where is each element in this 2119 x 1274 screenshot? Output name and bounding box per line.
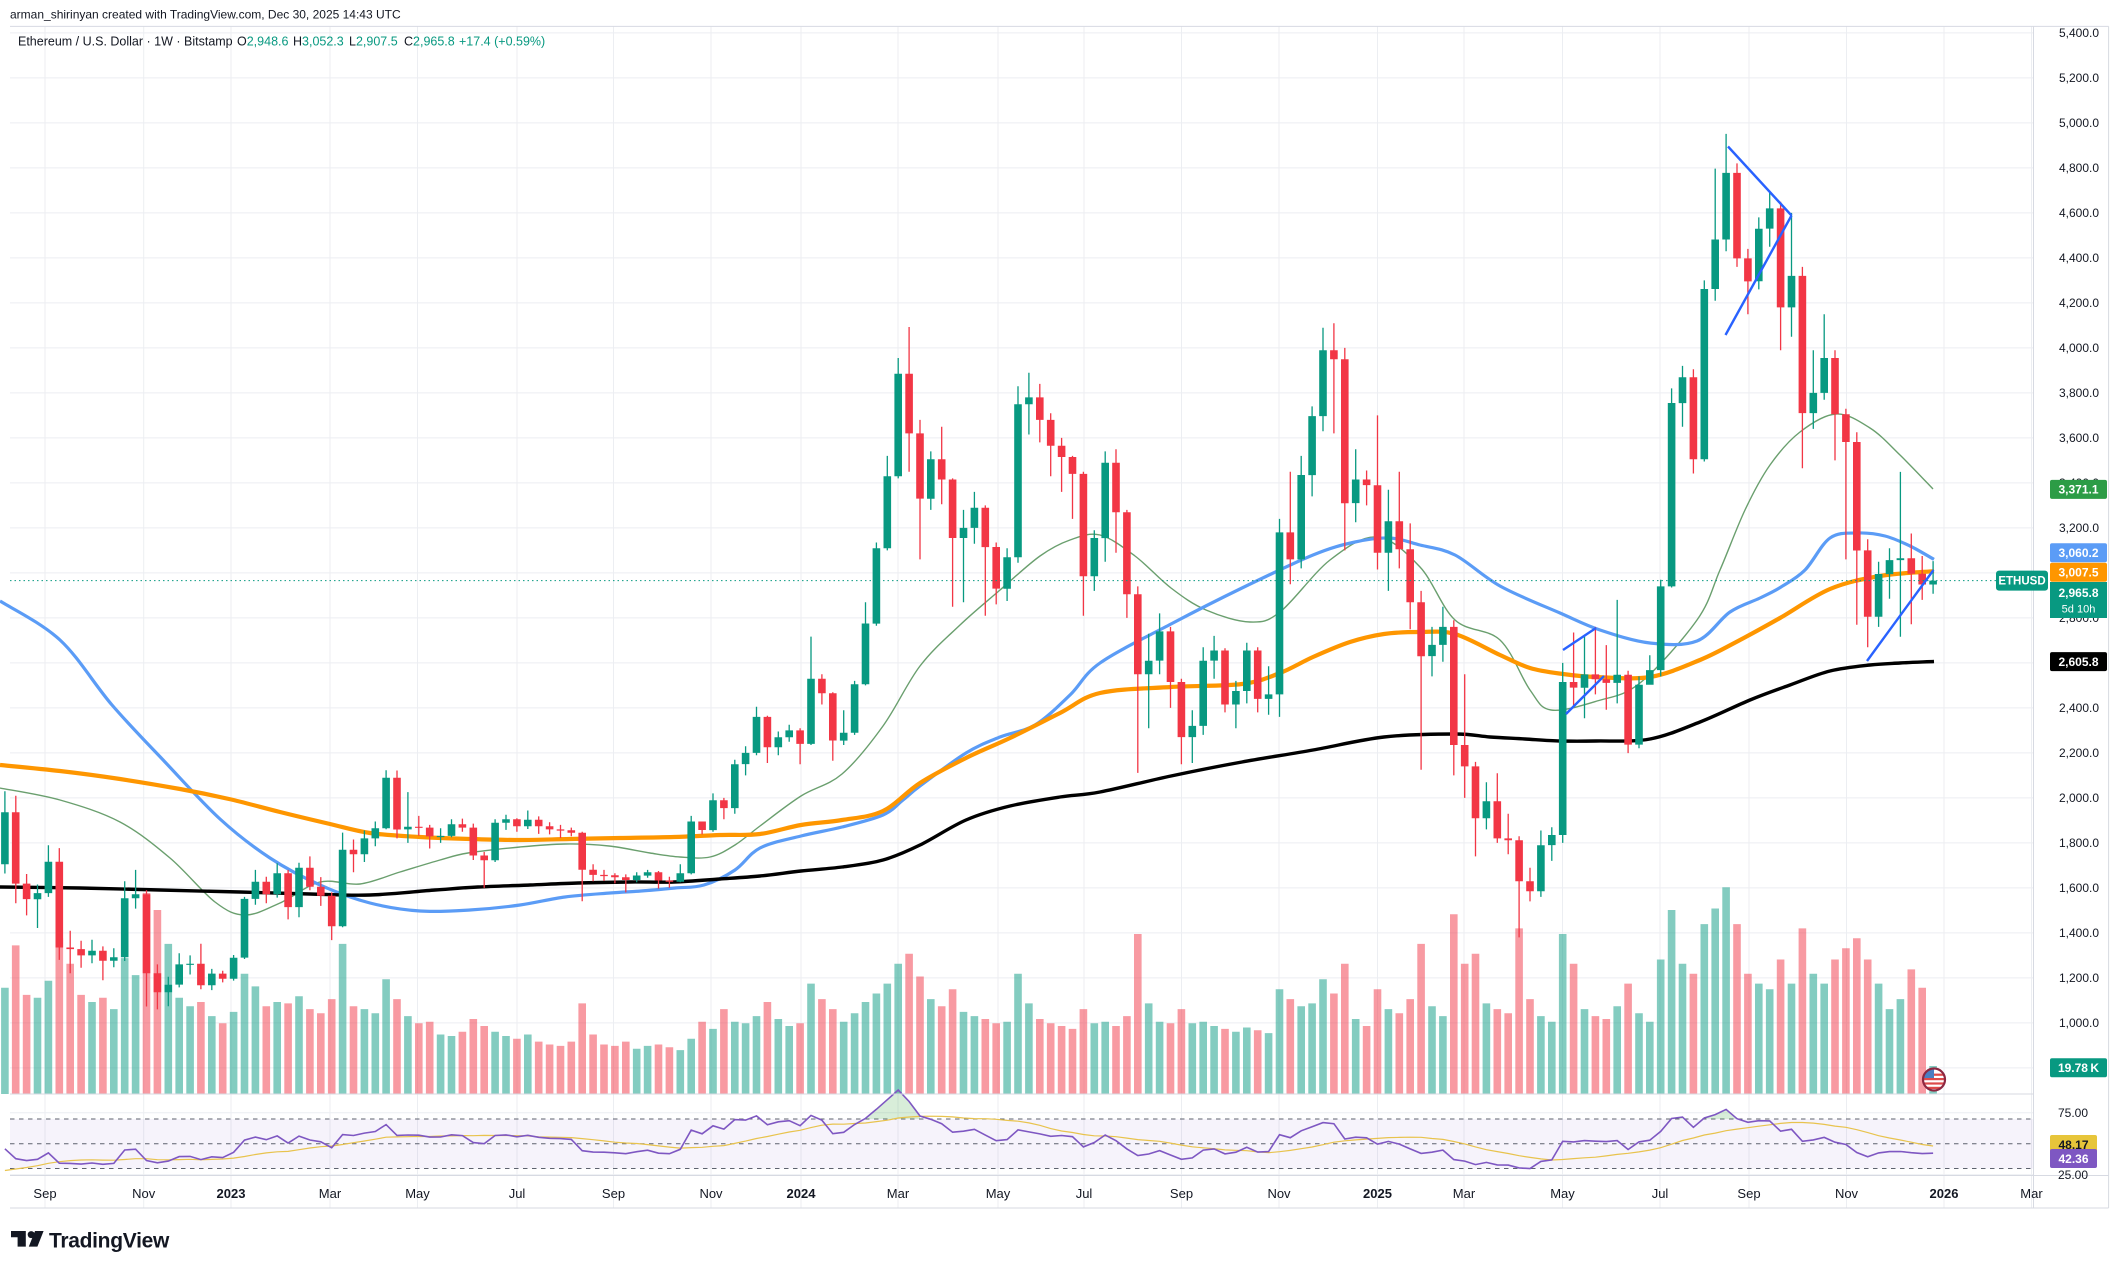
svg-text:2026: 2026 [1930,1186,1959,1201]
svg-text:1,600.0: 1,600.0 [2059,881,2099,895]
svg-text:3,600.0: 3,600.0 [2059,431,2099,445]
svg-text:Jul: Jul [509,1186,526,1201]
svg-text:5,200.0: 5,200.0 [2059,71,2099,85]
svg-text:2,400.0: 2,400.0 [2059,701,2099,715]
svg-text:May: May [986,1186,1011,1201]
svg-text:1,800.0: 1,800.0 [2059,836,2099,850]
svg-text:1,200.0: 1,200.0 [2059,971,2099,985]
svg-text:Sep: Sep [33,1186,56,1201]
svg-text:Nov: Nov [1835,1186,1859,1201]
svg-text:O2,948.6: O2,948.6 [237,35,288,49]
svg-text:4,400.0: 4,400.0 [2059,251,2099,265]
svg-text:4,600.0: 4,600.0 [2059,206,2099,220]
svg-text:L2,907.5: L2,907.5 [349,35,398,49]
svg-text:Mar: Mar [1453,1186,1476,1201]
svg-text:5d 10h: 5d 10h [2062,604,2096,616]
svg-text:2,605.8: 2,605.8 [2058,655,2098,669]
svg-text:2025: 2025 [1363,1186,1392,1201]
svg-text:3,060.2: 3,060.2 [2058,546,2098,560]
svg-text:Jul: Jul [1076,1186,1093,1201]
svg-text:2024: 2024 [787,1186,817,1201]
svg-text:25.00: 25.00 [2058,1168,2088,1182]
svg-text:2,200.0: 2,200.0 [2059,746,2099,760]
svg-text:42.36: 42.36 [2058,1152,2088,1166]
svg-text:5,400.0: 5,400.0 [2059,26,2099,40]
svg-text:Ethereum / U.S. Dollar · 1W ·: Ethereum / U.S. Dollar · 1W · Bitstamp [18,35,233,49]
svg-text:Mar: Mar [887,1186,910,1201]
svg-text:1,000.0: 1,000.0 [2059,1016,2099,1030]
svg-text:2,965.8: 2,965.8 [2058,586,2098,600]
svg-text:Mar: Mar [319,1186,342,1201]
svg-text:1,400.0: 1,400.0 [2059,926,2099,940]
svg-text:C2,965.8: C2,965.8 [404,35,455,49]
svg-text:May: May [405,1186,430,1201]
svg-text:arman_shirinyan created with T: arman_shirinyan created with TradingView… [10,8,401,22]
svg-text:4,200.0: 4,200.0 [2059,296,2099,310]
svg-text:4,800.0: 4,800.0 [2059,161,2099,175]
svg-text:Nov: Nov [132,1186,156,1201]
svg-text:2,000.0: 2,000.0 [2059,791,2099,805]
svg-text:TradingView: TradingView [49,1230,170,1253]
svg-text:3,800.0: 3,800.0 [2059,386,2099,400]
svg-text:H3,052.3: H3,052.3 [293,35,344,49]
svg-text:48.17: 48.17 [2058,1138,2088,1152]
svg-text:Sep: Sep [1737,1186,1760,1201]
svg-text:Mar: Mar [2020,1186,2043,1201]
svg-text:Sep: Sep [602,1186,625,1201]
svg-text:3,371.1: 3,371.1 [2058,483,2098,497]
svg-text:ETHUSD: ETHUSD [1998,576,2045,588]
svg-text:Jul: Jul [1652,1186,1669,1201]
svg-text:May: May [1550,1186,1575,1201]
svg-text:3,007.5: 3,007.5 [2058,566,2098,580]
svg-text:4,000.0: 4,000.0 [2059,341,2099,355]
svg-text:Nov: Nov [699,1186,723,1201]
svg-text:+17.4 (+0.59%): +17.4 (+0.59%) [459,35,545,49]
svg-text:5,000.0: 5,000.0 [2059,116,2099,130]
svg-text:Sep: Sep [1170,1186,1193,1201]
svg-text:19.78 K: 19.78 K [2058,1061,2099,1075]
svg-text:Nov: Nov [1267,1186,1291,1201]
svg-text:75.00: 75.00 [2058,1106,2088,1120]
svg-text:3,200.0: 3,200.0 [2059,521,2099,535]
svg-text:2023: 2023 [217,1186,246,1201]
